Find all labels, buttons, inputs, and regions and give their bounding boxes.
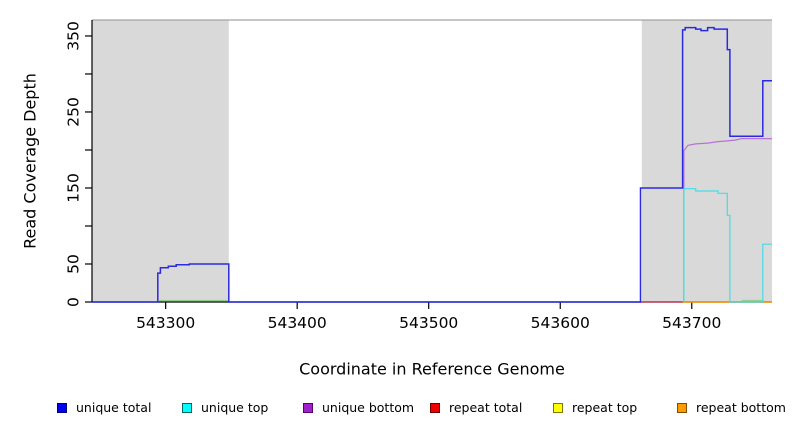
x-tick-label: 543500 <box>399 314 458 332</box>
x-tick-label: 543600 <box>531 314 590 332</box>
shaded-region-0 <box>92 20 229 302</box>
unique-bottom-line <box>683 138 772 302</box>
y-axis-title: Read Coverage Depth <box>20 73 40 249</box>
x-tick-label: 543300 <box>136 314 195 332</box>
shaded-region-1 <box>641 20 772 302</box>
y-tick-label: 150 <box>65 173 83 203</box>
x-tick-label: 543400 <box>268 314 327 332</box>
x-tick-label: 543700 <box>662 314 721 332</box>
unique-top-line <box>683 188 772 303</box>
y-tick-label: 0 <box>65 297 83 307</box>
unique-total-line <box>92 26 772 303</box>
y-tick-label: 350 <box>65 21 83 51</box>
y-tick-label: 50 <box>65 254 83 274</box>
x-axis-title: Coordinate in Reference Genome <box>299 359 565 379</box>
y-tick-label: 250 <box>65 97 83 127</box>
